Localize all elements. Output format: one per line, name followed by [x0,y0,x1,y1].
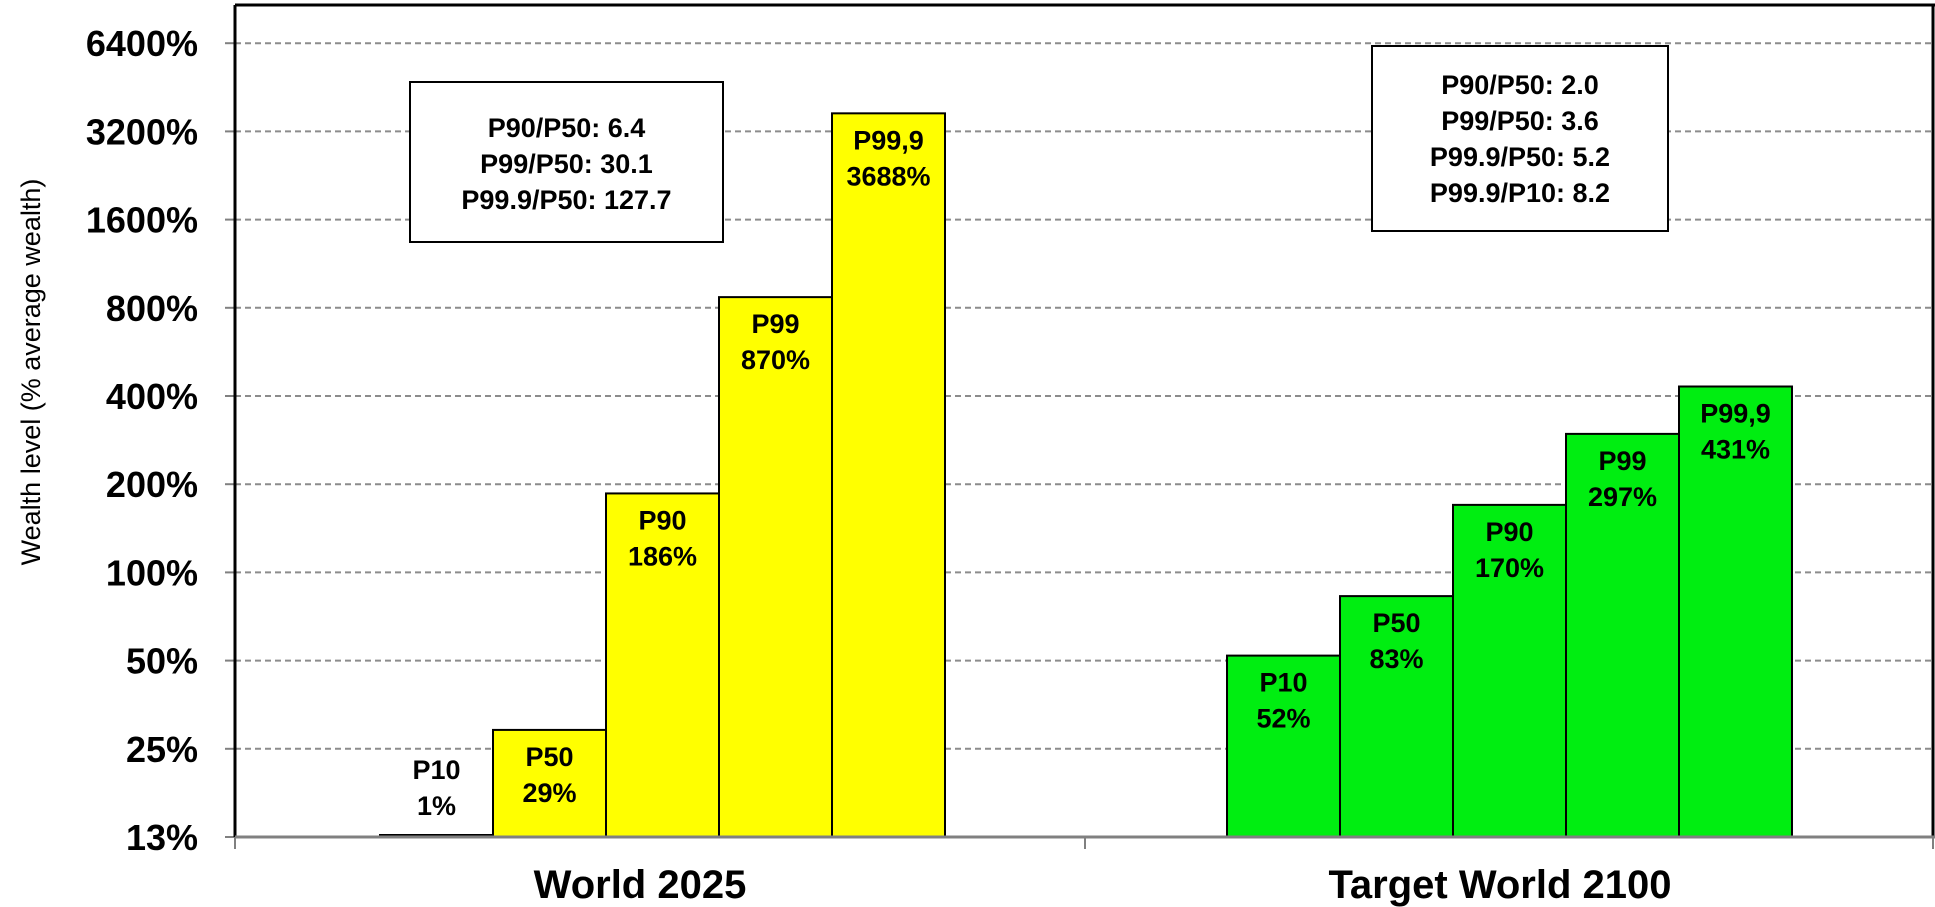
bar-name-label: P99,9 [1700,399,1771,429]
bar-value-label: 1% [417,791,456,821]
ratio-annotation-line: P99/P50: 3.6 [1441,106,1599,136]
y-tick-label: 400% [106,376,198,417]
y-tick-label: 3200% [86,111,198,152]
bar-name-label: P10 [412,755,460,785]
y-tick-label: 50% [126,641,198,682]
bar [492,728,607,838]
bar [605,492,720,838]
labels: 13% 25% 50% 100% 200% 400% 800% 1600% 3200% 6400%… [86,23,1771,907]
y-tick-label: 25% [126,729,198,770]
bar-name-label: P99,9 [853,125,924,155]
bar-name-label: P50 [525,742,573,772]
bar-name-label: P90 [1485,517,1533,547]
y-axis-label: Wealth level (% average wealth) [16,179,46,566]
y-tick-label: 100% [106,552,198,593]
bars [379,112,1793,838]
category-label: Target World 2100 [1328,863,1671,907]
bar-value-label: 297% [1588,482,1657,512]
bar-name-label: P99 [1598,446,1646,476]
bar-value-label: 170% [1475,553,1544,583]
bar-value-label: 52% [1256,704,1310,734]
bar [831,112,946,838]
ratio-annotation-box [1371,45,1669,232]
y-tick-label: 800% [106,288,198,329]
y-tick-label: 6400% [86,23,198,64]
category-label: World 2025 [534,863,747,907]
bar [1678,385,1793,838]
ratio-annotation-line: P99.9/P50: 127.7 [461,185,671,215]
bar-name-label: P50 [1372,608,1420,638]
bar-value-label: 83% [1369,644,1423,674]
bar-value-label: 186% [628,541,697,571]
bar-value-label: 431% [1701,435,1770,465]
ratio-annotation-box [409,81,724,243]
bar [1565,432,1680,838]
bar-name-label: P10 [1259,668,1307,698]
bar-value-label: 870% [741,345,810,375]
bar-name-label: P99 [751,309,799,339]
bar [718,296,833,838]
bar-value-label: 29% [522,778,576,808]
bar [1226,654,1341,838]
ratio-annotation-line: P90/P50: 2.0 [1441,70,1599,100]
ratio-annotation-line: P99/P50: 30.1 [480,149,653,179]
bar-value-label: 3688% [846,161,930,191]
ratio-annotation-line: P99.9/P10: 8.2 [1430,178,1610,208]
y-tick-label: 200% [106,464,198,505]
bar-name-label: P90 [638,505,686,535]
axes [225,3,1935,849]
y-tick-label: 13% [126,817,198,858]
y-tick-label: 1600% [86,200,198,241]
ratio-annotation-line: P99.9/P50: 5.2 [1430,142,1610,172]
ratio-annotation-line: P90/P50: 6.4 [488,113,646,143]
